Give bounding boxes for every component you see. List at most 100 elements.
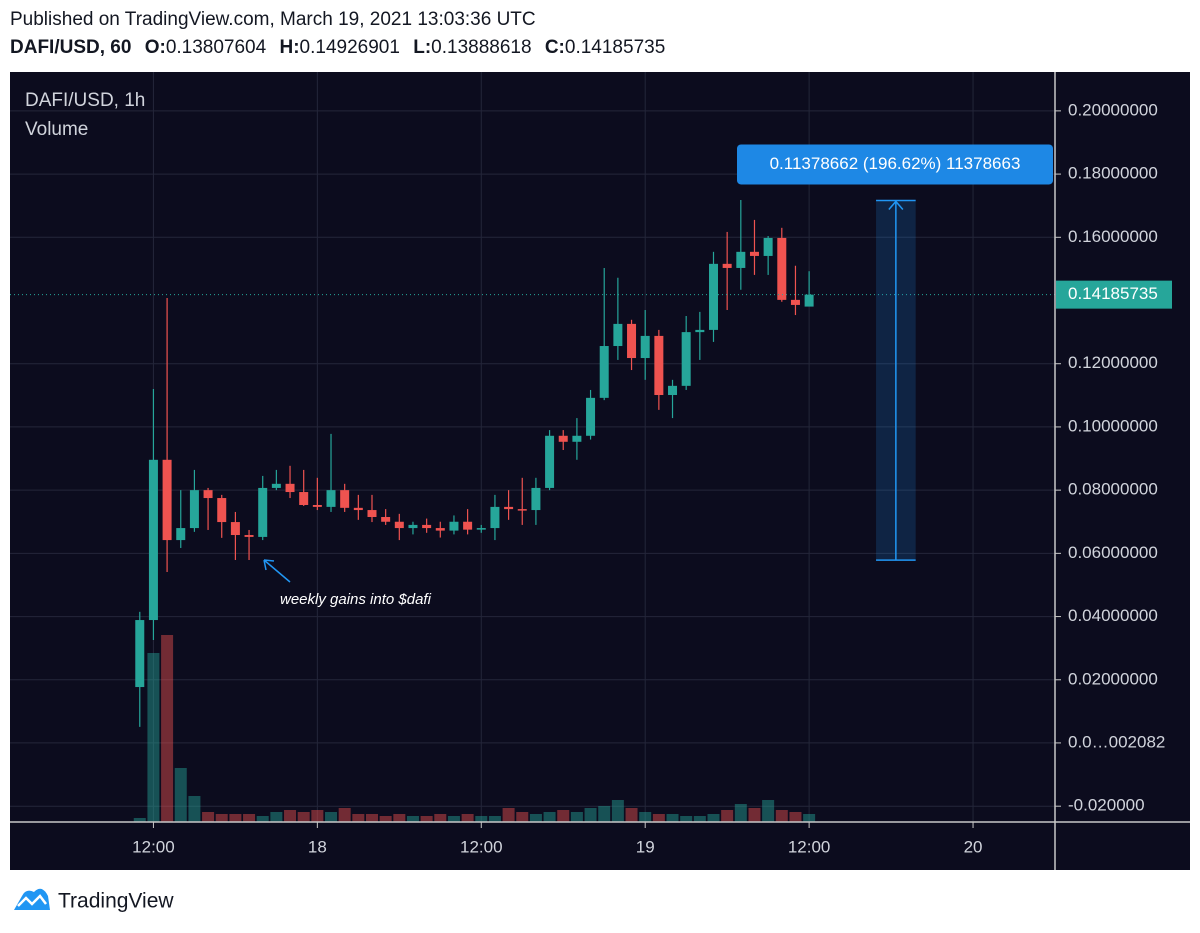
brand: TradingView: [58, 890, 174, 913]
candle-body: [681, 332, 691, 386]
x-tick-label: 20: [964, 837, 983, 856]
candle-body: [230, 522, 240, 536]
volume-bar: [803, 814, 816, 822]
volume-bar: [229, 814, 242, 822]
candle-body: [271, 483, 281, 488]
volume-bar: [379, 816, 392, 822]
volume-bar: [406, 816, 419, 822]
candle-body: [599, 346, 609, 398]
volume-bar: [161, 635, 174, 822]
candle-body: [326, 490, 336, 507]
volume-bar: [133, 818, 146, 822]
volume-bar: [270, 812, 283, 822]
volume-bar: [762, 800, 775, 822]
candle-body: [476, 528, 486, 530]
volume-bar: [748, 808, 761, 822]
volume-bar: [174, 768, 187, 822]
candle-body: [135, 620, 145, 688]
y-tick-label: 0.02000000: [1068, 669, 1158, 688]
volume-bar: [297, 812, 310, 822]
volume-bar: [584, 808, 597, 822]
candle-body: [176, 528, 186, 541]
candle-body: [285, 483, 295, 493]
x-tick-label: 12:00: [460, 837, 503, 856]
volume-bar: [557, 810, 570, 822]
overlay-layer: 0.11378662 (196.62%) 11378663: [10, 144, 1055, 561]
y-tick-label: 0.12000000: [1068, 353, 1158, 372]
volume-bar: [598, 806, 611, 822]
y-tick-label: 0.10000000: [1068, 416, 1158, 435]
volume-bar: [447, 816, 460, 822]
annotation: weekly gains into $dafi: [280, 591, 432, 608]
candle-body: [777, 237, 787, 300]
candle-body: [353, 507, 363, 511]
candle-body: [394, 521, 404, 529]
candle-body: [463, 521, 473, 530]
x-tick-label: 12:00: [788, 837, 831, 856]
volume-bar: [570, 812, 583, 822]
candle-body: [763, 237, 773, 256]
candle-body: [722, 263, 732, 268]
volume-bar: [502, 808, 515, 822]
volume-bar: [188, 796, 201, 822]
y-tick-label: 0.06000000: [1068, 543, 1158, 562]
x-tick-label: 19: [636, 837, 655, 856]
field-label: L:: [413, 37, 431, 58]
y-tick-label: 0.20000000: [1068, 100, 1158, 119]
volume-bar: [734, 804, 747, 822]
candle-body: [531, 487, 541, 511]
candle-body: [545, 435, 555, 488]
annotation-arrow: [263, 559, 291, 583]
volume-bar: [338, 808, 351, 822]
candle-body: [640, 335, 650, 359]
volume-bar: [516, 812, 529, 822]
volume-bar: [625, 808, 638, 822]
candle-layer: [135, 200, 814, 727]
y-tick-label: 0.0…002082: [1068, 732, 1165, 751]
measure-label: 0.11378662 (196.62%) 11378663: [770, 154, 1021, 173]
candle-body: [517, 509, 527, 511]
candle-body: [586, 397, 596, 436]
candle-body: [381, 517, 391, 522]
y-tick-label: 0.18000000: [1068, 164, 1158, 183]
candle-body: [244, 535, 254, 537]
symbol: DAFI/USD, 60: [10, 37, 131, 58]
volume-bar: [488, 816, 501, 822]
x-tick-label: 18: [308, 837, 327, 856]
logo-icon: [14, 888, 50, 910]
grid: [10, 72, 1055, 822]
last-price-box: [1056, 280, 1172, 309]
volume-bar: [461, 814, 474, 822]
candle-body: [422, 524, 432, 529]
volume-bar: [693, 816, 706, 822]
field-value: 0.14185735: [565, 37, 665, 58]
candle-body: [504, 506, 514, 510]
volume-bar: [707, 814, 720, 822]
candle-body: [695, 329, 705, 333]
volume-layer: [133, 635, 816, 822]
volume-bar: [325, 812, 338, 822]
x-tick-label: 12:00: [132, 837, 175, 856]
volume-bar: [420, 816, 433, 822]
field-value: 0.13807604: [166, 37, 267, 58]
volume-bar: [789, 812, 802, 822]
volume-bar: [543, 812, 556, 822]
candle-body: [749, 251, 759, 256]
field-label: H:: [279, 37, 299, 58]
published-line: Published on TradingView.com, March 19, …: [10, 9, 536, 30]
volume-bar: [611, 800, 624, 822]
candle-body: [162, 459, 172, 541]
candle-body: [367, 510, 377, 518]
field-label: C:: [545, 37, 565, 58]
volume-bar: [243, 814, 256, 822]
candle-body: [299, 492, 309, 505]
candle-body: [408, 524, 418, 529]
candle-body: [449, 521, 459, 531]
ohlc-line: DAFI/USD, 60 O:0.13807604 H:0.14926901 L…: [10, 37, 665, 58]
candle-body: [435, 528, 445, 531]
field-value: 0.14926901: [300, 37, 400, 58]
candle-body: [312, 504, 322, 507]
candle-body: [189, 490, 199, 529]
candle-body: [627, 323, 637, 359]
volume-bar: [775, 810, 788, 822]
